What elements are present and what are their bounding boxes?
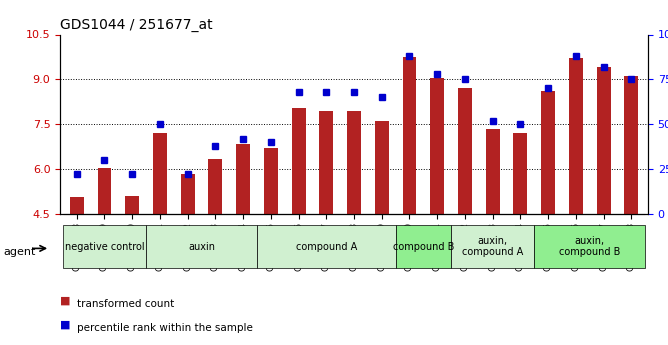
Bar [319,111,333,214]
Bar [208,159,222,214]
Text: agent: agent [3,247,35,257]
Text: auxin,
compound A: auxin, compound A [462,236,523,257]
Bar [181,174,194,214]
Bar [126,196,139,214]
Bar [403,57,416,214]
Bar [292,108,305,214]
FancyBboxPatch shape [395,225,451,268]
Bar [264,148,278,214]
Text: negative control: negative control [65,242,144,252]
Text: transformed count: transformed count [77,299,174,308]
Bar [541,91,555,214]
FancyBboxPatch shape [534,225,645,268]
Bar [375,121,389,214]
Text: percentile rank within the sample: percentile rank within the sample [77,323,253,333]
Bar [625,76,638,214]
Text: auxin,
compound B: auxin, compound B [559,236,621,257]
Bar [569,58,582,214]
Bar [98,168,112,214]
FancyBboxPatch shape [146,225,257,268]
Text: compound A: compound A [296,242,357,252]
Text: GDS1044 / 251677_at: GDS1044 / 251677_at [60,18,212,32]
Bar [153,133,167,214]
Bar [430,78,444,214]
FancyBboxPatch shape [257,225,395,268]
Text: compound B: compound B [393,242,454,252]
Bar [70,197,84,214]
Bar [597,67,611,214]
Bar [486,129,500,214]
Bar [458,88,472,214]
Bar [347,111,361,214]
FancyBboxPatch shape [451,225,534,268]
Bar [514,133,527,214]
Text: ■: ■ [60,320,71,330]
Text: ■: ■ [60,296,71,306]
Text: auxin: auxin [188,242,215,252]
FancyBboxPatch shape [63,225,146,268]
Bar [236,144,250,214]
